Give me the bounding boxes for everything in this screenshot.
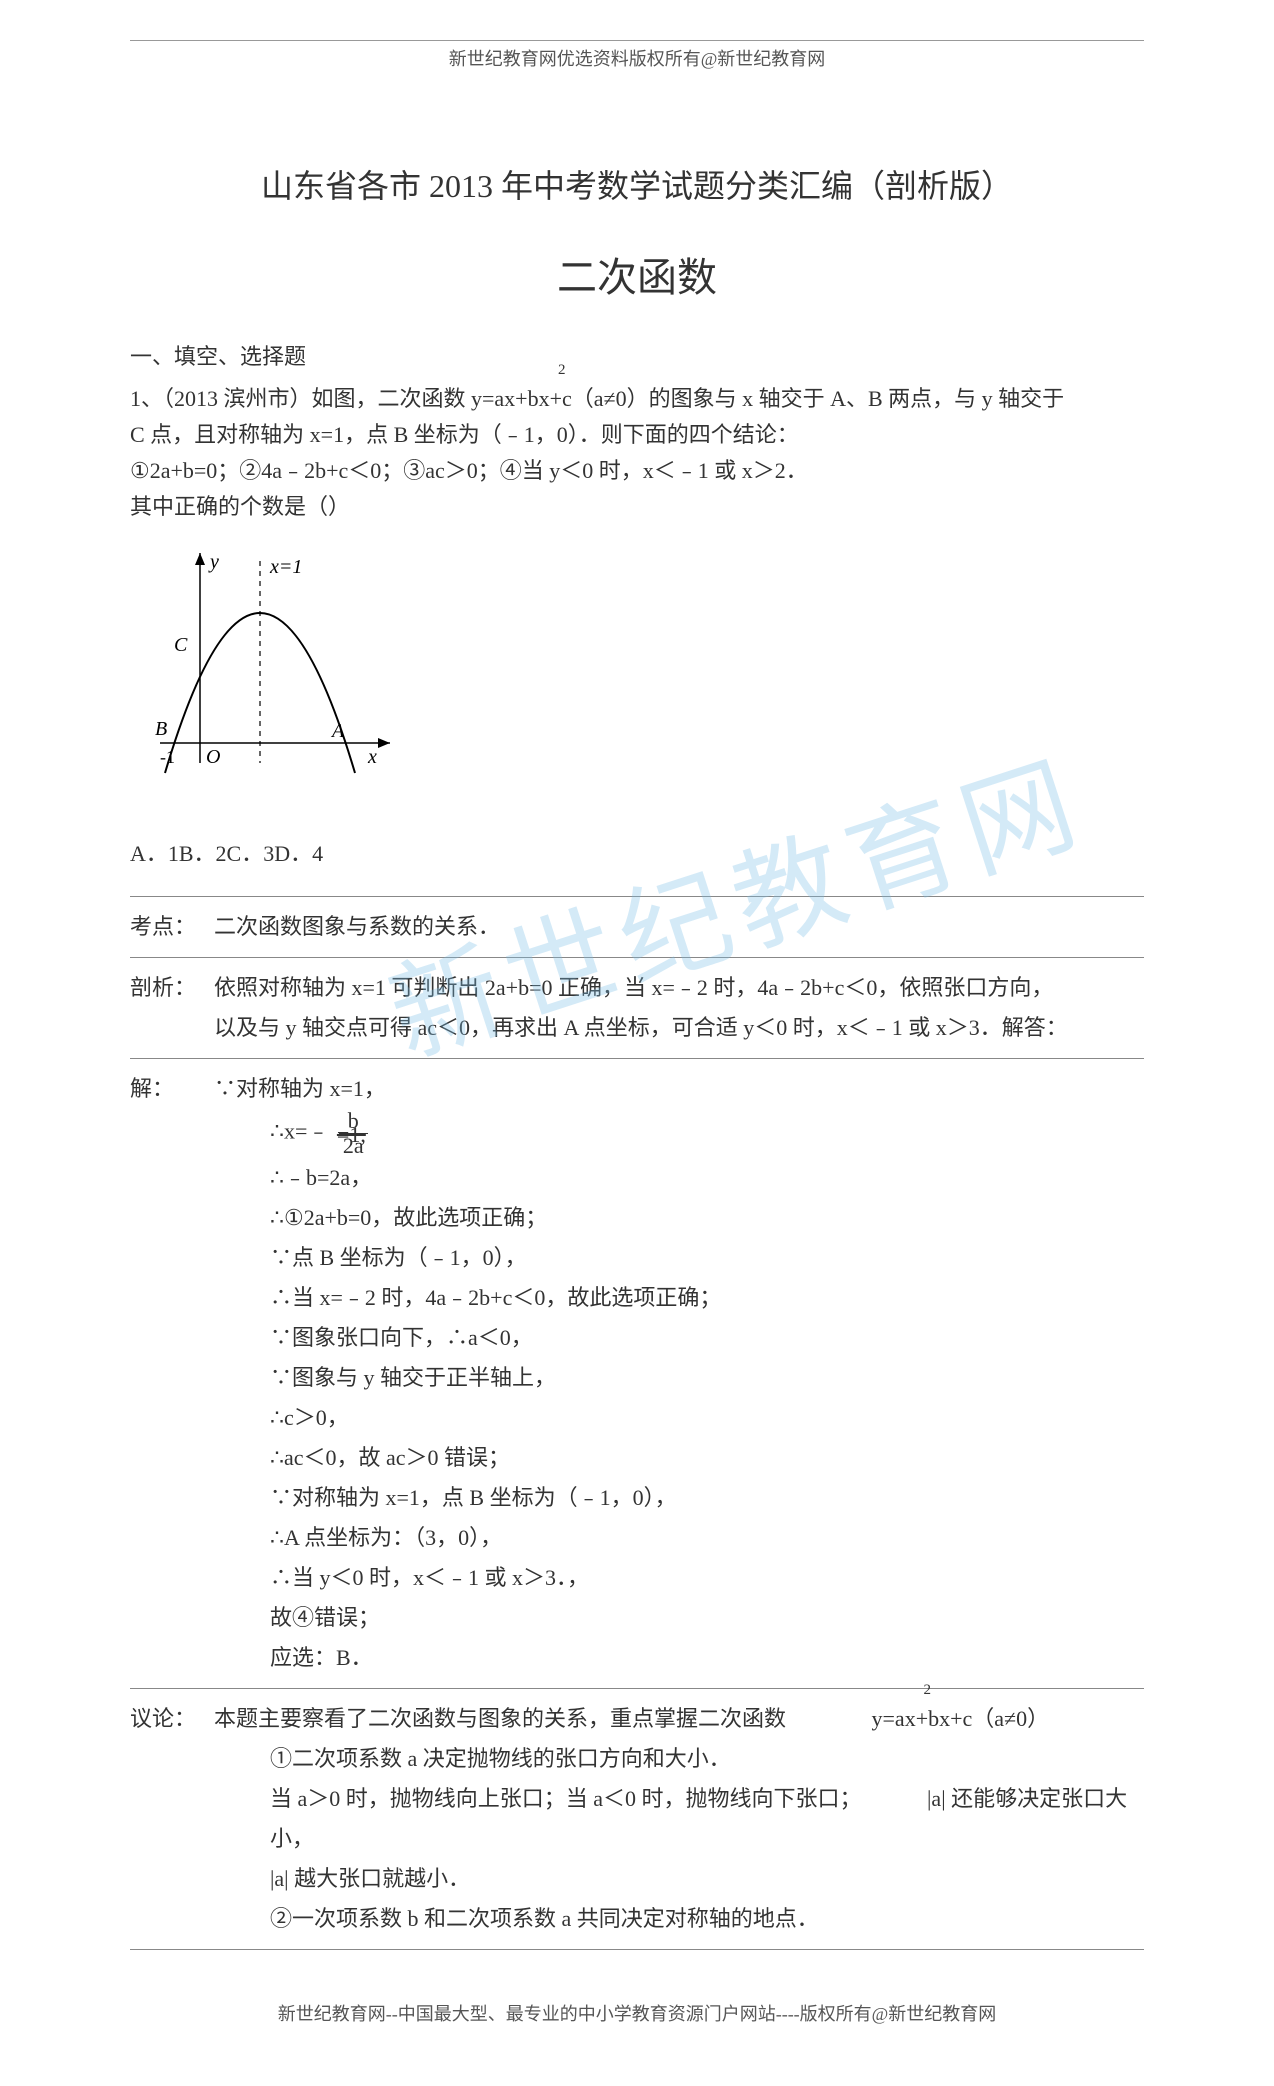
jie-line: ∴当 x=﹣2 时，4a﹣2b+c＜0，故此选项正确； xyxy=(214,1278,1138,1318)
yilun-right-expr: 2 y=ax+bx+c（a≠0） xyxy=(872,1699,1050,1739)
page-title-2: 二次函数 xyxy=(130,245,1144,303)
section-heading: 一、填空、选择题 xyxy=(130,339,1144,371)
row-content-yilun: 本题主要察看了二次函数与图象的关系，重点掌握二次函数 2 y=ax+bx+c（a… xyxy=(214,1689,1144,1950)
yilun-line3a: 当 a＞0 时，抛物线向上张口；当 a＜0 时，抛物线向下张口； xyxy=(270,1786,862,1811)
y-axis-arrow xyxy=(195,553,205,565)
jie-line: ∴c＞0， xyxy=(214,1398,1138,1438)
row-label-kaodian: 考点： xyxy=(130,897,214,958)
table-row: 考点： 二次函数图象与系数的关系． xyxy=(130,897,1144,958)
page: 新世纪教育网优选资料版权所有@新世纪教育网 新世纪教育网 山东省各市 2013 … xyxy=(0,0,1274,2086)
header-rule xyxy=(130,40,1144,41)
q1-line3: ①2a+b=0；②4a﹣2b+c＜0；③ac＞0；④当 y＜0 时，x＜﹣1 或… xyxy=(130,458,808,483)
table-row: 议论： 本题主要察看了二次函数与图象的关系，重点掌握二次函数 2 y=ax+bx… xyxy=(130,1689,1144,1950)
row-label-pouxi: 剖析： xyxy=(130,958,214,1059)
row-content-pouxi: 依照对称轴为 x=1 可判断出 2a+b=0 正确，当 x=﹣2 时，4a﹣2b… xyxy=(214,958,1144,1059)
y-label: y xyxy=(208,551,219,573)
row-content-kaodian: 二次函数图象与系数的关系． xyxy=(214,897,1144,958)
q1-line2: C 点，且对称轴为 x=1，点 B 坐标为（﹣1，0）．则下面的四个结论： xyxy=(130,422,799,447)
table-row: 解： ∵对称轴为 x=1， ∴x=﹣ b 2a =1, ∴﹣b=2a， ∴①2a… xyxy=(130,1059,1144,1689)
C-label: C xyxy=(174,634,188,656)
row-content-jie: ∵对称轴为 x=1， ∴x=﹣ b 2a =1, ∴﹣b=2a， ∴①2a+b=… xyxy=(214,1059,1144,1689)
jie-frac-left: ∴x=﹣ xyxy=(270,1119,329,1144)
page-title-1: 山东省各市 2013 年中考数学试题分类汇编（剖析版） xyxy=(130,161,1144,207)
jie-line: ∵图象张口向下，∴a＜0， xyxy=(214,1318,1138,1358)
yilun-line: 当 a＞0 时，抛物线向上张口；当 a＜0 时，抛物线向下张口； |a| 还能够… xyxy=(214,1779,1138,1859)
parabola-graph: y x=1 C B -1 O A x xyxy=(130,543,1144,808)
yilun-line: ①二次项系数 a 决定抛物线的张口方向和大小． xyxy=(214,1739,1138,1779)
row-label-yilun: 议论： xyxy=(130,1689,214,1950)
yilun-right-text: y=ax+bx+c（a≠0） xyxy=(872,1706,1050,1731)
jie-line: 应选：B． xyxy=(214,1638,1138,1678)
x-axis-arrow xyxy=(378,738,390,748)
yilun-line: |a| 越大张口就越小． xyxy=(214,1859,1138,1899)
question-1-text: 2 1、（2013 滨州市）如图，二次函数 y=ax+bx+c（a≠0）的图象与… xyxy=(130,381,1144,525)
jie-line: ∵对称轴为 x=1，点 B 坐标为（﹣1，0）， xyxy=(214,1478,1138,1518)
O-label: O xyxy=(206,746,220,768)
B-label: B xyxy=(155,718,167,740)
sym-label: x=1 xyxy=(269,556,302,578)
jie-line: ∴当 y＜0 时，x＜﹣1 或 x＞3．， xyxy=(214,1558,1138,1598)
yilun-text1: 本题主要察看了二次函数与图象的关系，重点掌握二次函数 xyxy=(214,1706,786,1731)
jie-frac-eq: =1, xyxy=(337,1115,366,1155)
jie-line: ∴A 点坐标为：（3，0）， xyxy=(214,1518,1138,1558)
q1-line1: 1、（2013 滨州市）如图，二次函数 y=ax+bx+c（a≠0）的图象与 x… xyxy=(130,386,1064,411)
x-label: x xyxy=(367,746,377,768)
q1-line4: 其中正确的个数是（） xyxy=(130,494,350,519)
analysis-table: 考点： 二次函数图象与系数的关系． 剖析： 依照对称轴为 x=1 可判断出 2a… xyxy=(130,896,1144,1950)
yilun-line: ②一次项系数 b 和二次项系数 a 共同决定对称轴的地点． xyxy=(214,1899,1138,1939)
jie-line: ∴﹣b=2a， xyxy=(214,1158,1138,1198)
jie-line: ∵点 B 坐标为（﹣1，0）， xyxy=(214,1238,1138,1278)
row-label-jie: 解： xyxy=(130,1059,214,1689)
jie-line: ∴ac＜0，故 ac＞0 错误； xyxy=(214,1438,1138,1478)
table-row: 剖析： 依照对称轴为 x=1 可判断出 2a+b=0 正确，当 x=﹣2 时，4… xyxy=(130,958,1144,1059)
A-label: A xyxy=(330,720,345,742)
jie-line: ∵对称轴为 x=1， xyxy=(214,1069,1138,1109)
jie-line: ∴x=﹣ b 2a =1, xyxy=(214,1109,1138,1158)
answer-options: A．1B．2C．3D．4 xyxy=(130,836,1144,868)
graph-svg: y x=1 C B -1 O A x xyxy=(130,543,410,803)
neg1-label: -1 xyxy=(160,747,175,767)
page-header: 新世纪教育网优选资料版权所有@新世纪教育网 xyxy=(130,45,1144,71)
page-footer: 新世纪教育网--中国最大型、最专业的中小学教育资源门户网站----版权所有@新世… xyxy=(130,2000,1144,2026)
yilun-line1: 本题主要察看了二次函数与图象的关系，重点掌握二次函数 2 y=ax+bx+c（a… xyxy=(214,1699,1138,1739)
jie-line: ∴①2a+b=0，故此选项正确； xyxy=(214,1198,1138,1238)
jie-line: ∵图象与 y 轴交于正半轴上， xyxy=(214,1358,1138,1398)
jie-line: 故④错误； xyxy=(214,1598,1138,1638)
pouxi-line2: 以及与 y 轴交点可得 ac＜0，再求出 A 点坐标，可合适 y＜0 时，x＜﹣… xyxy=(214,1015,1068,1040)
pouxi-line1: 依照对称轴为 x=1 可判断出 2a+b=0 正确，当 x=﹣2 时，4a﹣2b… xyxy=(214,975,1053,1000)
